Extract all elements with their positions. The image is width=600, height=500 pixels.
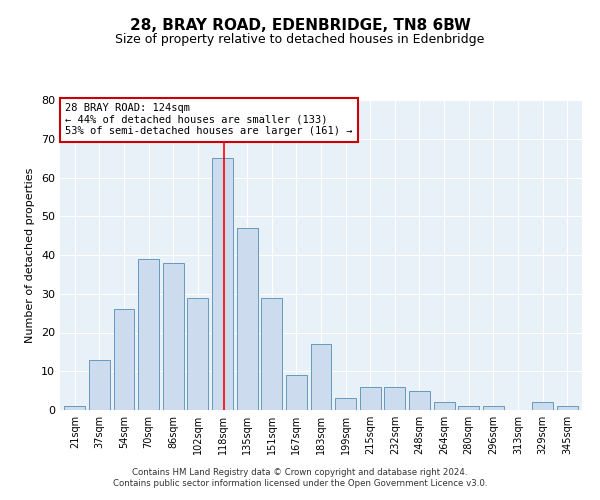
Bar: [360, 387, 381, 410]
Bar: [311, 344, 331, 410]
Bar: [64, 406, 85, 410]
Bar: [385, 387, 406, 410]
Bar: [434, 402, 455, 410]
Text: Contains HM Land Registry data © Crown copyright and database right 2024.
Contai: Contains HM Land Registry data © Crown c…: [113, 468, 487, 487]
Bar: [138, 259, 159, 410]
Bar: [113, 309, 134, 410]
Text: 28, BRAY ROAD, EDENBRIDGE, TN8 6BW: 28, BRAY ROAD, EDENBRIDGE, TN8 6BW: [130, 18, 470, 32]
Bar: [261, 298, 282, 410]
Bar: [187, 298, 208, 410]
Bar: [286, 375, 307, 410]
Text: Size of property relative to detached houses in Edenbridge: Size of property relative to detached ho…: [115, 32, 485, 46]
Bar: [89, 360, 110, 410]
Bar: [458, 406, 479, 410]
Bar: [557, 406, 578, 410]
Bar: [212, 158, 233, 410]
Y-axis label: Number of detached properties: Number of detached properties: [25, 168, 35, 342]
Bar: [236, 228, 257, 410]
Bar: [532, 402, 553, 410]
Bar: [483, 406, 504, 410]
Text: 28 BRAY ROAD: 124sqm
← 44% of detached houses are smaller (133)
53% of semi-deta: 28 BRAY ROAD: 124sqm ← 44% of detached h…: [65, 103, 353, 136]
Bar: [163, 263, 184, 410]
Bar: [409, 390, 430, 410]
Bar: [335, 398, 356, 410]
